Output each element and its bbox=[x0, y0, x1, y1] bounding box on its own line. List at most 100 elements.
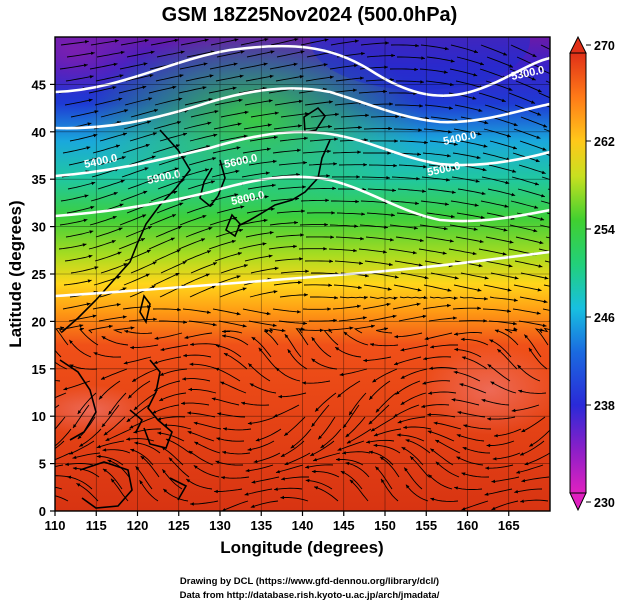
streamline bbox=[409, 455, 430, 478]
streamline-arrowhead bbox=[140, 456, 145, 460]
streamline bbox=[335, 458, 364, 466]
streamline bbox=[213, 123, 242, 130]
streamline bbox=[216, 437, 245, 442]
streamline-arrowhead bbox=[236, 146, 241, 150]
streamline-arrowhead bbox=[303, 321, 307, 326]
streamline-arrowhead bbox=[133, 406, 138, 411]
streamline bbox=[299, 63, 328, 70]
streamline-arrowhead bbox=[562, 54, 566, 57]
streamline-arrowhead bbox=[514, 276, 519, 280]
streamline-arrowhead bbox=[484, 276, 489, 280]
streamline-arrowhead bbox=[297, 310, 301, 314]
streamline bbox=[298, 329, 324, 334]
streamline-arrowhead bbox=[154, 336, 159, 340]
streamline-arrowhead bbox=[494, 434, 498, 438]
streamline bbox=[77, 392, 97, 415]
streamline-arrowhead bbox=[481, 398, 486, 403]
streamline-arrowhead bbox=[372, 378, 377, 383]
streamline bbox=[517, 364, 541, 382]
y-tick-label: 30 bbox=[32, 220, 46, 235]
streamline bbox=[333, 284, 362, 289]
streamline bbox=[100, 263, 128, 274]
streamline bbox=[484, 488, 513, 496]
streamline-arrowhead bbox=[420, 80, 424, 84]
streamline-arrowhead bbox=[121, 156, 126, 160]
streamline bbox=[124, 249, 151, 262]
colorbar-ticks: 230 238 246 254 262 270 bbox=[586, 39, 615, 510]
streamline-arrowhead bbox=[177, 307, 181, 312]
streamline bbox=[422, 380, 451, 385]
streamline-arrowhead bbox=[157, 431, 162, 435]
streamline bbox=[92, 144, 121, 154]
streamline bbox=[244, 255, 273, 262]
streamline-arrowhead bbox=[41, 475, 45, 479]
streamline-arrowhead bbox=[561, 101, 565, 104]
streamline bbox=[510, 44, 537, 58]
streamline bbox=[534, 328, 549, 346]
streamline bbox=[542, 308, 550, 311]
streamline-arrowhead bbox=[536, 311, 541, 315]
streamline bbox=[190, 343, 219, 346]
streamline bbox=[405, 484, 429, 502]
streamline-arrowhead bbox=[188, 450, 193, 455]
streamline bbox=[309, 138, 338, 142]
streamline bbox=[194, 441, 221, 454]
streamline bbox=[239, 63, 268, 70]
streamline bbox=[456, 56, 485, 66]
streamline-arrowhead bbox=[391, 53, 395, 58]
streamline bbox=[280, 270, 309, 274]
streamline bbox=[223, 427, 252, 431]
streamline bbox=[284, 452, 311, 466]
streamline-arrowhead bbox=[280, 495, 285, 500]
streamline-arrowhead bbox=[324, 38, 329, 42]
streamline-arrowhead bbox=[183, 353, 187, 358]
streamline-arrowhead bbox=[168, 457, 173, 462]
streamline-arrowhead bbox=[122, 287, 127, 291]
streamline-arrowhead bbox=[541, 194, 545, 198]
streamline bbox=[427, 188, 456, 194]
streamline-arrowhead bbox=[240, 205, 245, 209]
streamline-arrowhead bbox=[69, 364, 74, 368]
streamline-arrowhead bbox=[270, 207, 275, 211]
colorbar-tick-label: 262 bbox=[594, 135, 615, 149]
streamline bbox=[97, 179, 125, 190]
streamline bbox=[118, 237, 146, 250]
streamline bbox=[248, 320, 277, 327]
streamline bbox=[102, 449, 131, 454]
streamline-arrowhead bbox=[537, 112, 542, 116]
streamline-arrowhead bbox=[149, 74, 154, 78]
streamline bbox=[125, 74, 154, 82]
streamline-arrowhead bbox=[457, 411, 462, 415]
streamline bbox=[429, 367, 458, 370]
streamline-arrowhead bbox=[174, 167, 179, 171]
streamline-arrowhead bbox=[333, 162, 337, 166]
streamline-arrowhead bbox=[266, 147, 271, 151]
streamline bbox=[529, 429, 550, 447]
streamline bbox=[276, 50, 305, 58]
streamline-arrowhead bbox=[320, 444, 325, 448]
streamline-arrowhead bbox=[375, 466, 380, 471]
x-tick-label: 140 bbox=[292, 518, 314, 533]
streamline-arrowhead bbox=[221, 476, 225, 480]
streamline-arrowhead bbox=[475, 179, 480, 183]
streamline bbox=[478, 248, 507, 255]
streamline-arrowhead bbox=[536, 135, 541, 139]
streamline bbox=[130, 109, 159, 118]
streamline-arrowhead bbox=[461, 507, 466, 511]
streamline bbox=[90, 39, 119, 46]
streamline-arrowhead bbox=[86, 302, 91, 306]
y-tick-label: 25 bbox=[32, 267, 46, 282]
streamline-arrowhead bbox=[529, 443, 534, 447]
streamline bbox=[55, 392, 67, 399]
streamline bbox=[184, 332, 213, 339]
streamline-arrowhead bbox=[484, 120, 489, 125]
streamline bbox=[153, 356, 182, 364]
streamline-arrowhead bbox=[354, 39, 359, 43]
streamline bbox=[273, 125, 302, 130]
streamline-arrowhead bbox=[159, 397, 164, 401]
streamline bbox=[95, 74, 124, 82]
streamline-arrowhead bbox=[214, 110, 219, 114]
streamline bbox=[396, 434, 425, 442]
streamline bbox=[311, 358, 338, 370]
streamline-arrowhead bbox=[564, 206, 568, 209]
